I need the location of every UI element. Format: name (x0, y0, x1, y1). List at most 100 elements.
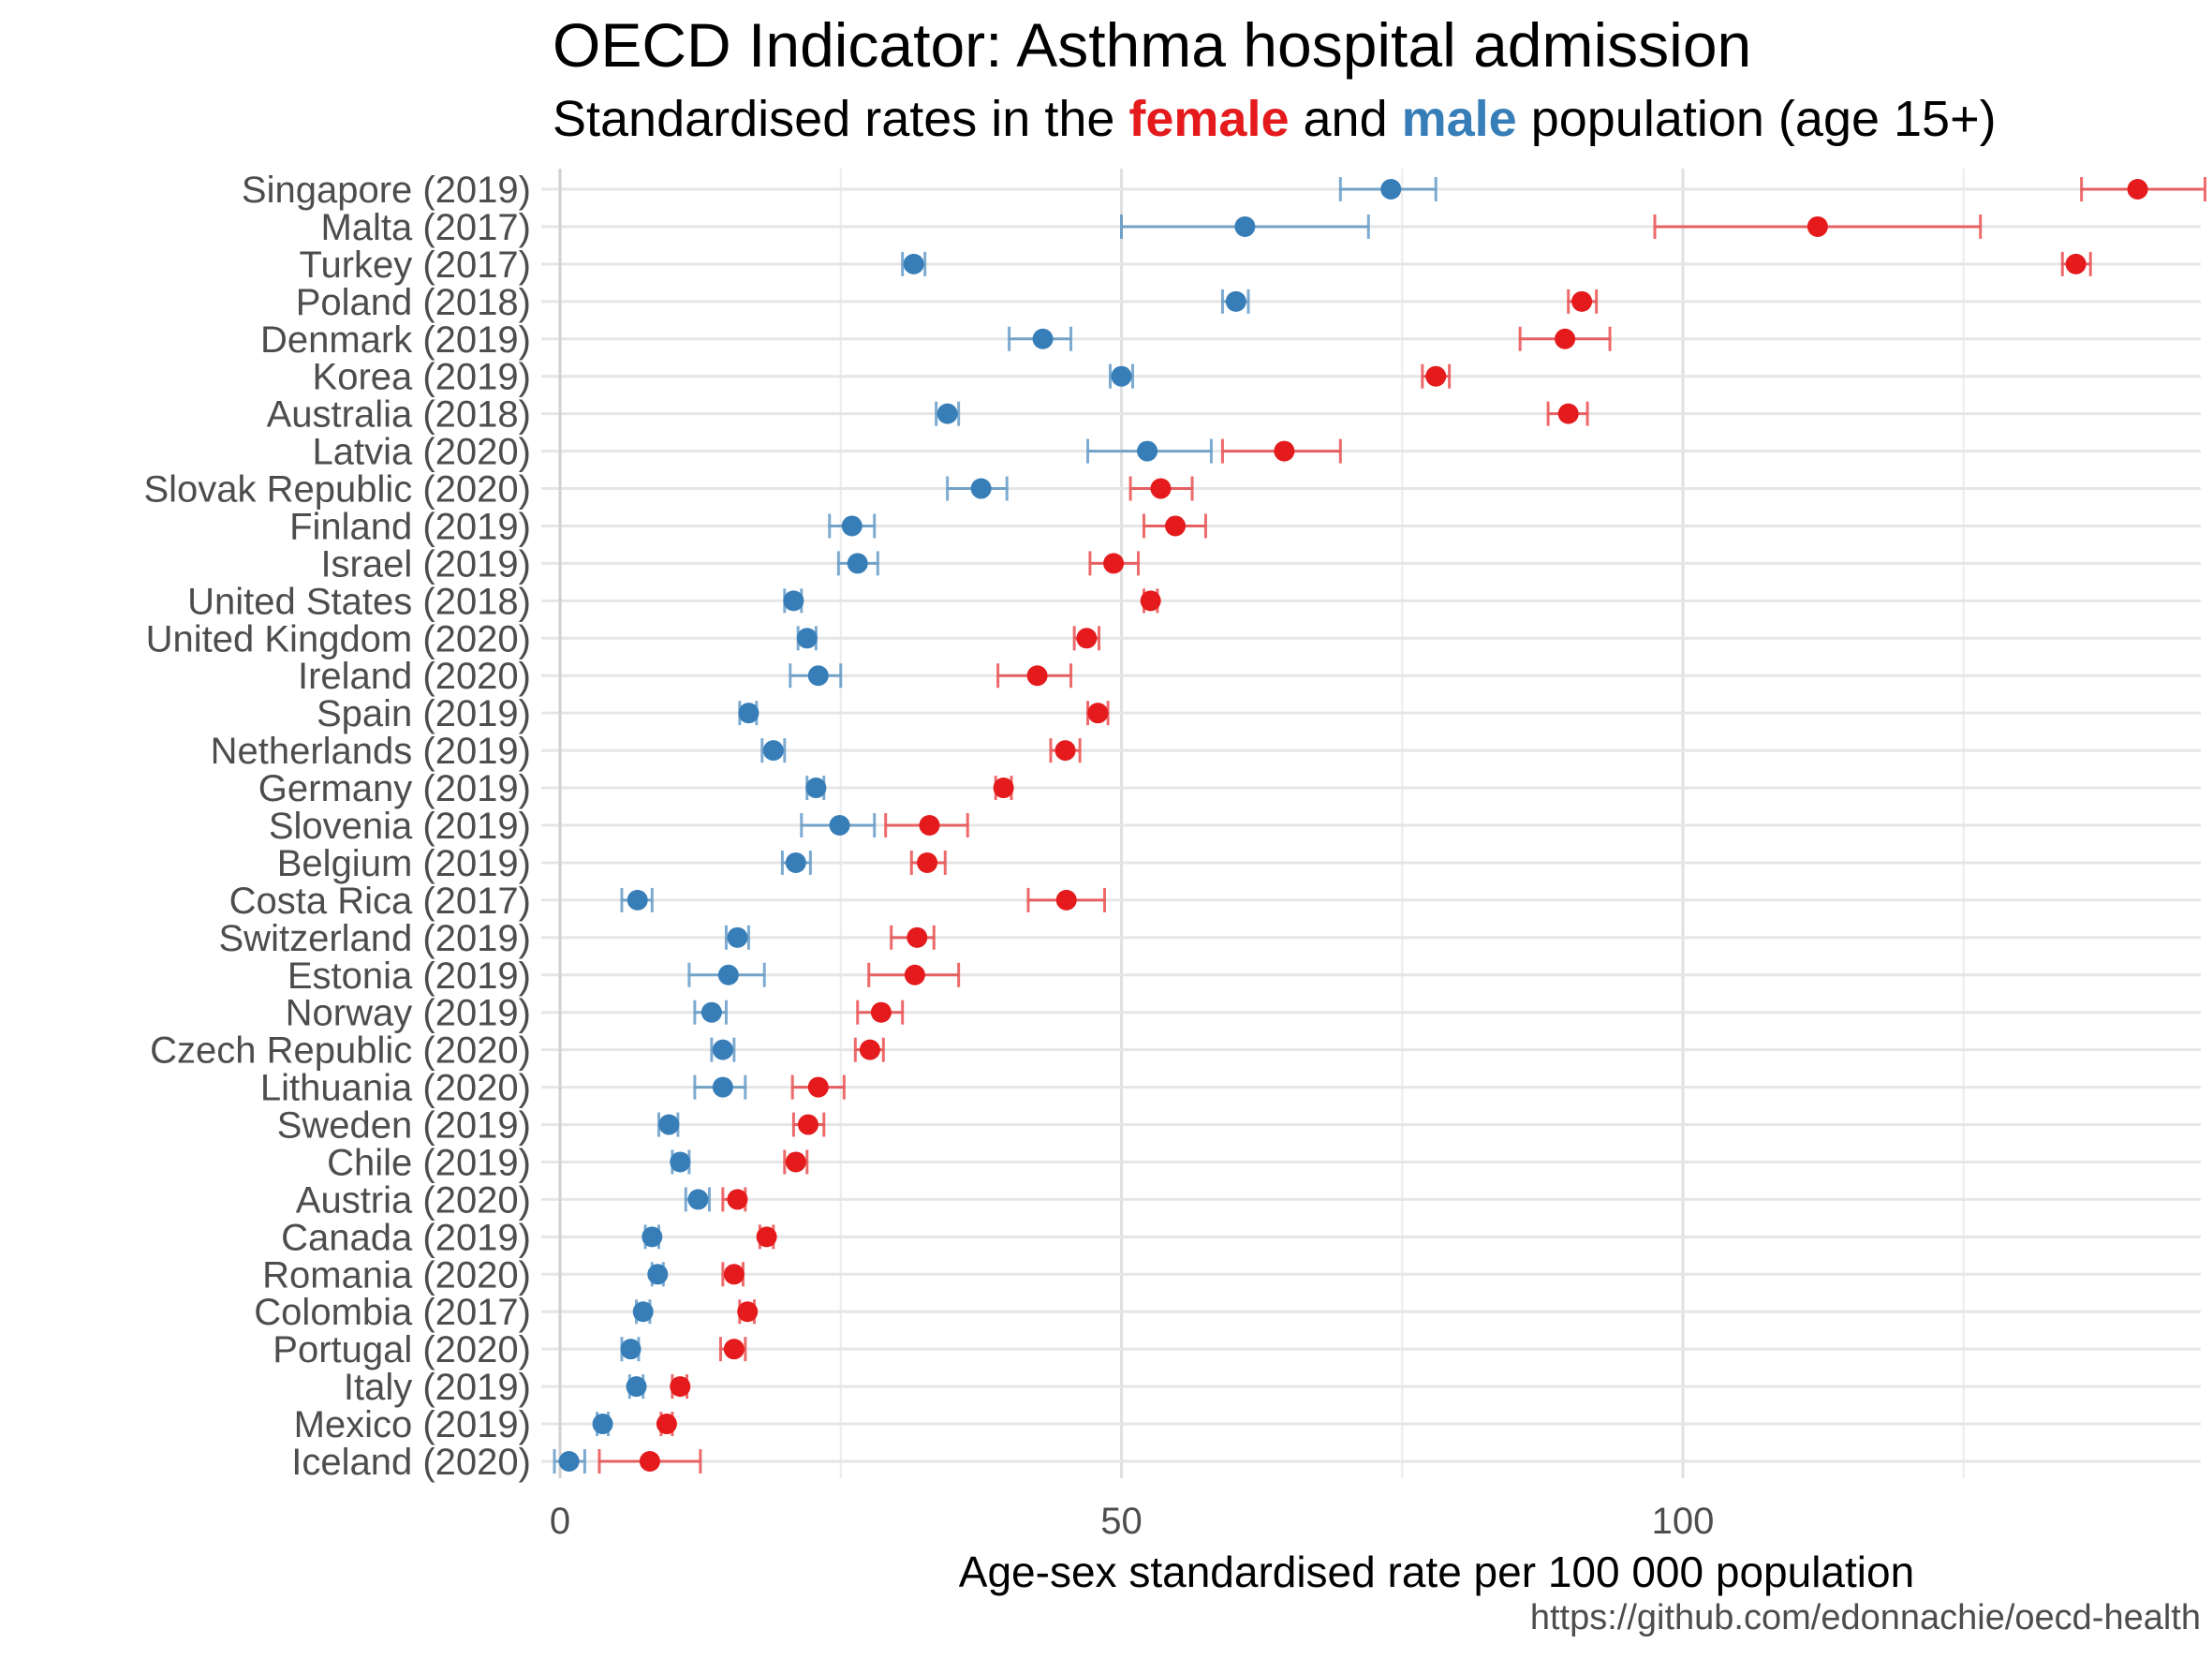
point-female (1806, 215, 1828, 237)
point-female (1054, 740, 1076, 762)
category-label: Estonia (2019) (288, 955, 531, 997)
point-female (1557, 403, 1579, 424)
point-male (658, 1114, 680, 1135)
point-male (762, 740, 784, 762)
point-female (723, 1339, 745, 1360)
point-female (907, 926, 928, 948)
point-male (738, 703, 759, 724)
point-female (656, 1414, 677, 1435)
category-label: Israel (2019) (320, 543, 531, 585)
point-female (993, 778, 1014, 799)
point-male (620, 1339, 641, 1360)
point-female (723, 1264, 745, 1285)
category-label: Romania (2020) (262, 1254, 531, 1296)
point-female (1103, 553, 1125, 574)
category-label: Turkey (2017) (300, 244, 532, 286)
category-label: Slovak Republic (2020) (143, 469, 531, 511)
point-male (1234, 215, 1256, 237)
point-male (829, 815, 850, 836)
point-male (783, 590, 804, 612)
category-label: Australia (2018) (267, 394, 531, 436)
point-female (1087, 703, 1109, 724)
point-female (756, 1226, 777, 1248)
point-female (859, 1039, 880, 1060)
point-male (970, 478, 992, 499)
category-label: Lithuania (2020) (260, 1068, 531, 1109)
point-male (712, 1039, 733, 1060)
point-female (1274, 440, 1295, 462)
point-male (632, 1301, 654, 1323)
point-female (2127, 179, 2148, 200)
point-male (1111, 365, 1132, 387)
subtitle-suffix: population (age 15+) (1516, 91, 1997, 147)
subtitle-male-word: male (1401, 91, 1517, 147)
point-female (917, 852, 938, 873)
point-female (727, 1189, 748, 1210)
point-male (785, 852, 806, 873)
point-female (785, 1151, 806, 1173)
category-label: Czech Republic (2020) (150, 1030, 531, 1072)
category-label: Italy (2019) (344, 1367, 531, 1408)
category-label: Denmark (2019) (260, 319, 531, 361)
point-male (841, 515, 863, 537)
point-female (2065, 253, 2087, 274)
point-male (700, 1001, 722, 1023)
category-label: Iceland (2020) (291, 1442, 531, 1483)
point-male (670, 1151, 691, 1173)
category-label: Singapore (2019) (242, 170, 531, 211)
category-label: Austria (2020) (296, 1179, 531, 1221)
point-male (592, 1414, 613, 1435)
category-label: Korea (2019) (313, 357, 531, 398)
source-url: https://github.com/edonnachie/oecd-healt… (1529, 1598, 2201, 1637)
category-label: United States (2018) (187, 581, 531, 622)
category-label: Latvia (2020) (313, 432, 531, 473)
point-male (796, 628, 818, 649)
category-label: Malta (2017) (320, 207, 531, 248)
category-label: Slovenia (2019) (269, 806, 531, 847)
point-female (1026, 665, 1048, 687)
category-label: Chile (2019) (327, 1142, 531, 1183)
point-female (807, 1076, 829, 1098)
point-female (737, 1301, 759, 1323)
point-female (919, 815, 940, 836)
category-label: Canada (2019) (281, 1217, 531, 1258)
chart-title: OECD Indicator: Asthma hospital admissio… (553, 10, 1752, 80)
point-female (1076, 628, 1098, 649)
point-male (1032, 328, 1054, 349)
x-tick-label: 50 (1100, 1501, 1143, 1542)
category-label: Spain (2019) (317, 693, 531, 734)
x-axis-title: Age-sex standardised rate per 100 000 po… (959, 1548, 1914, 1596)
subtitle-female-word: female (1128, 91, 1290, 147)
category-label: Belgium (2019) (277, 843, 531, 884)
point-male (847, 553, 868, 574)
point-female (1150, 478, 1172, 499)
point-female (670, 1376, 691, 1398)
point-male (1225, 290, 1246, 312)
point-male (641, 1226, 663, 1248)
point-male (1380, 179, 1402, 200)
point-male (1137, 440, 1158, 462)
point-female (1571, 290, 1593, 312)
point-male (807, 665, 829, 687)
point-female (797, 1114, 818, 1135)
point-male (712, 1076, 733, 1098)
category-label: Costa Rica (2017) (229, 881, 531, 922)
category-label: Netherlands (2019) (211, 731, 531, 772)
chart-subtitle: Standardised rates in the female and mal… (553, 90, 1997, 148)
point-male (558, 1451, 580, 1472)
point-male (903, 253, 924, 274)
point-female (639, 1451, 660, 1472)
point-male (727, 926, 748, 948)
category-label: Poland (2018) (296, 282, 531, 323)
category-label: Colombia (2017) (254, 1292, 531, 1333)
point-male (936, 403, 958, 424)
category-label: Finland (2019) (289, 506, 531, 547)
subtitle-prefix: Standardised rates in the (553, 91, 1129, 147)
subtitle-middle: and (1289, 91, 1402, 147)
point-female (1555, 328, 1576, 349)
category-label: Mexico (2019) (294, 1404, 531, 1445)
category-label: Switzerland (2019) (219, 918, 532, 959)
point-female (1425, 365, 1447, 387)
point-male (805, 778, 827, 799)
